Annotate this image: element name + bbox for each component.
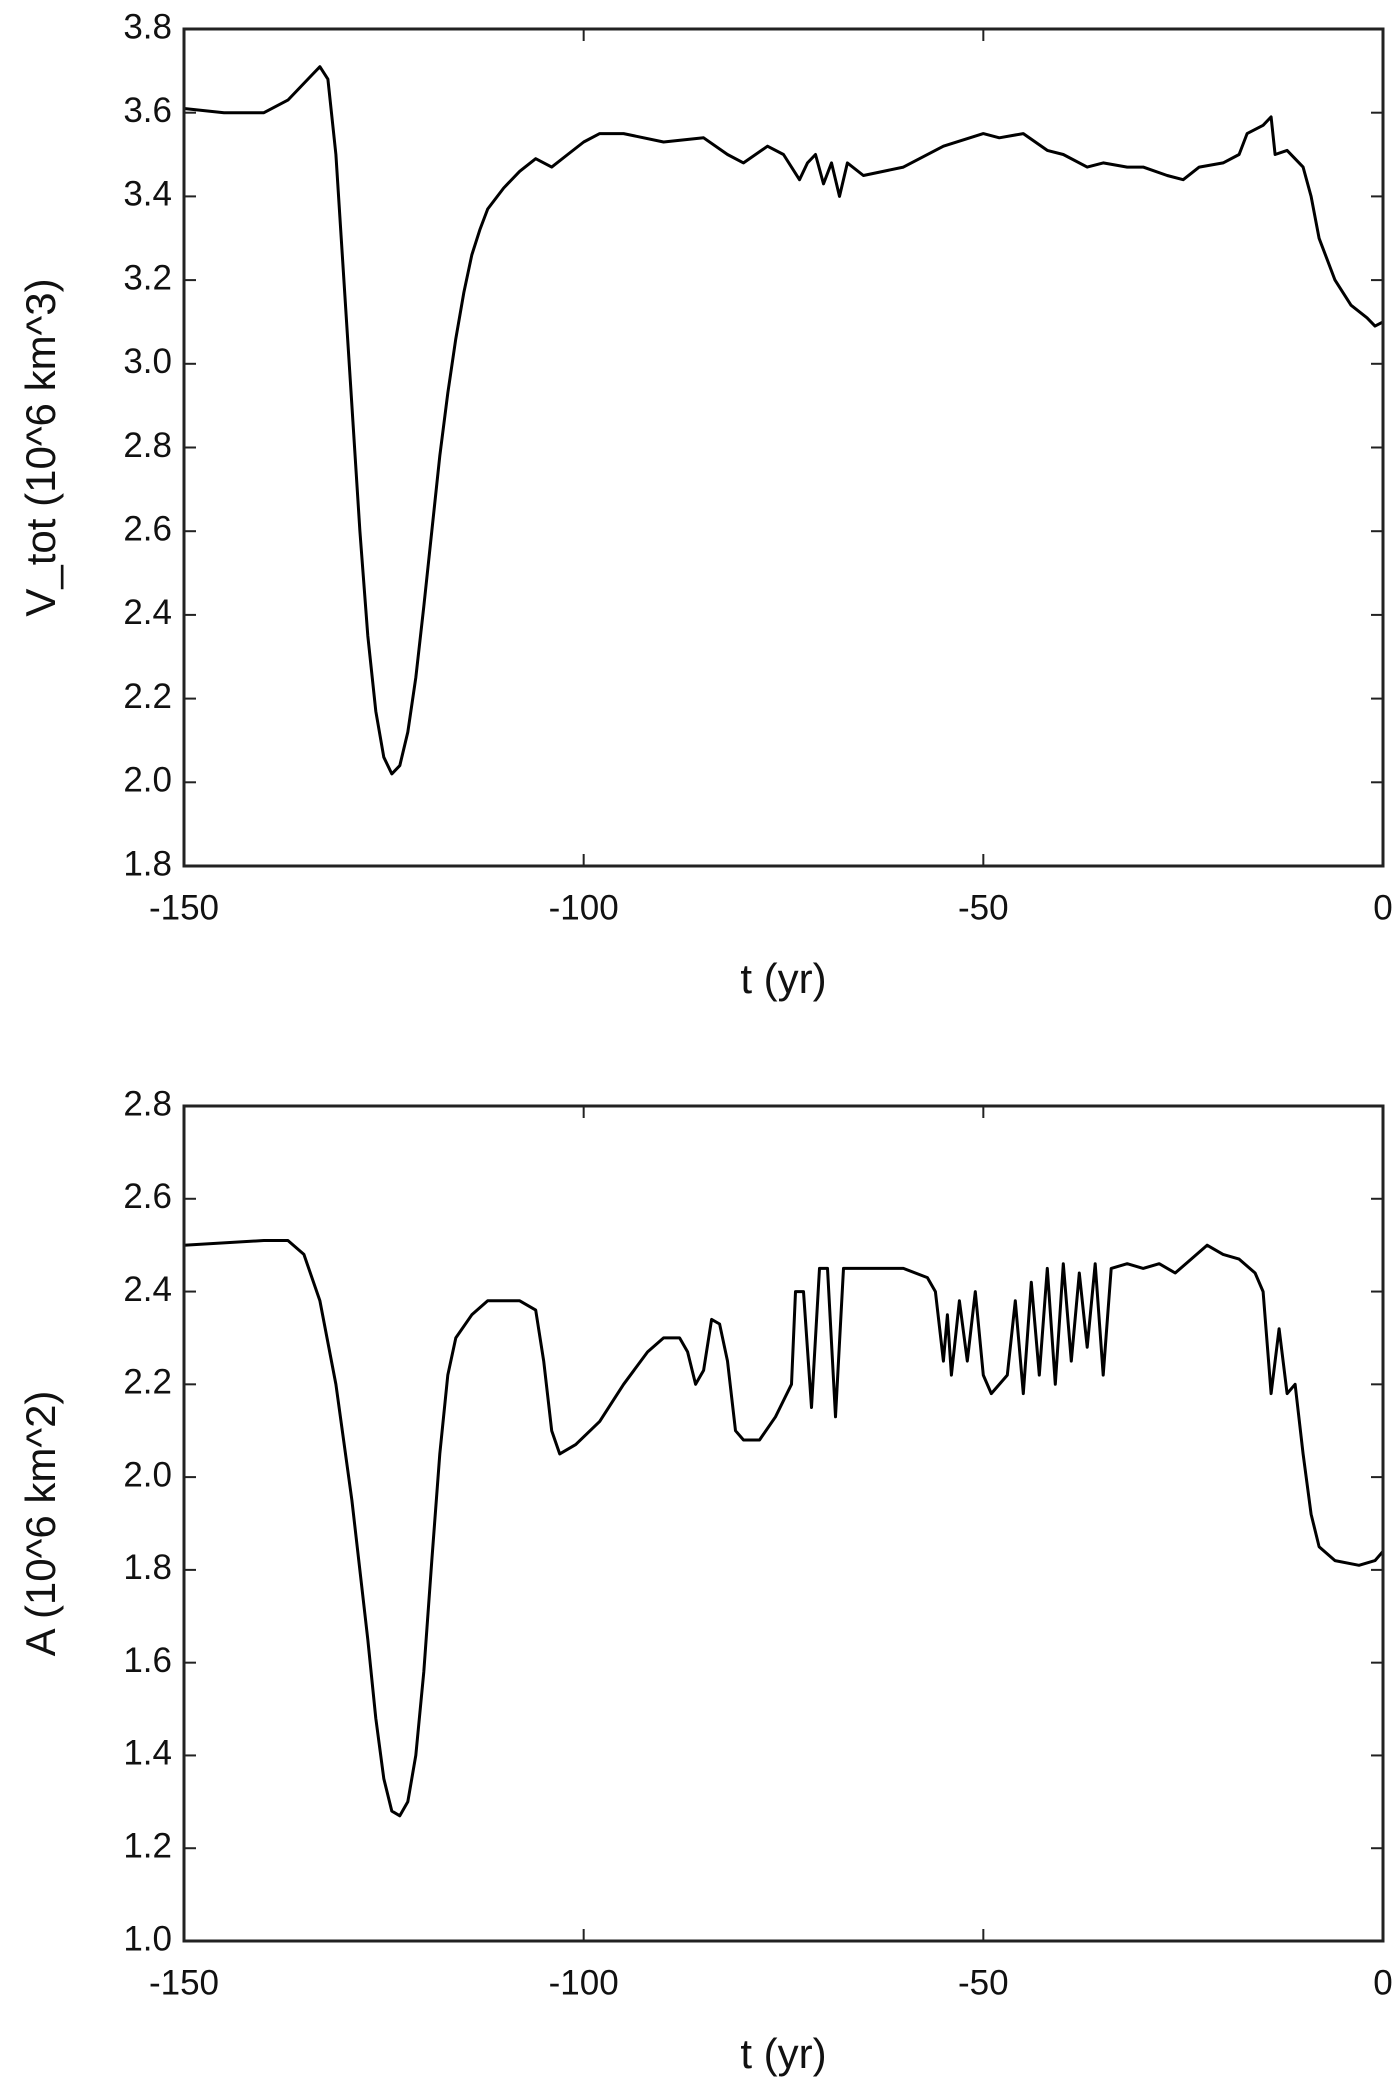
y-tick-label: 2.8: [123, 1084, 172, 1123]
y-tick-label: 2.6: [123, 509, 172, 548]
y-tick-label: 2.6: [123, 1177, 172, 1216]
y-tick-label: 1.6: [123, 1641, 172, 1680]
y-tick-label: 3.8: [123, 7, 172, 46]
y-tick-label: 1.2: [123, 1826, 172, 1865]
y-axis-label: V_tot (10^6 km^3): [17, 278, 64, 616]
x-axis-label: t (yr): [740, 955, 826, 1002]
x-tick-label: 0: [1373, 888, 1392, 927]
y-tick-label: 2.8: [123, 426, 172, 465]
y-tick-label: 3.6: [123, 91, 172, 130]
y-tick-label: 2.4: [123, 1270, 172, 1309]
y-tick-label: 2.2: [123, 677, 172, 716]
x-tick-label: -150: [149, 888, 219, 927]
y-tick-label: 2.2: [123, 1363, 172, 1402]
y-tick-label: 1.8: [123, 844, 172, 883]
x-tick-label: 0: [1373, 1963, 1392, 2002]
plot-frame: [182, 1104, 1385, 1943]
x-axis-label: t (yr): [740, 2030, 826, 2077]
plot-frame: [182, 27, 1385, 868]
y-tick-label: 3.0: [123, 342, 172, 381]
y-tick-label: 2.0: [123, 761, 172, 800]
data-line: [183, 1239, 1385, 1818]
data-line: [183, 65, 1384, 776]
x-tick-label: -100: [549, 888, 619, 927]
y-tick-label: 1.0: [123, 1919, 172, 1958]
y-tick-label: 3.2: [123, 258, 172, 297]
y-tick-label: 1.4: [123, 1734, 172, 1773]
y-tick-label: 3.4: [123, 175, 172, 214]
y-axis-label: A (10^6 km^2): [17, 1391, 64, 1657]
x-tick-label: -150: [149, 1963, 219, 2002]
y-tick-label: 2.0: [123, 1455, 172, 1494]
x-tick-label: -100: [549, 1963, 619, 2002]
y-tick-label: 1.8: [123, 1548, 172, 1587]
y-tick-label: 2.4: [123, 593, 172, 632]
x-tick-label: -50: [958, 1963, 1009, 2002]
x-tick-label: -50: [958, 888, 1009, 927]
